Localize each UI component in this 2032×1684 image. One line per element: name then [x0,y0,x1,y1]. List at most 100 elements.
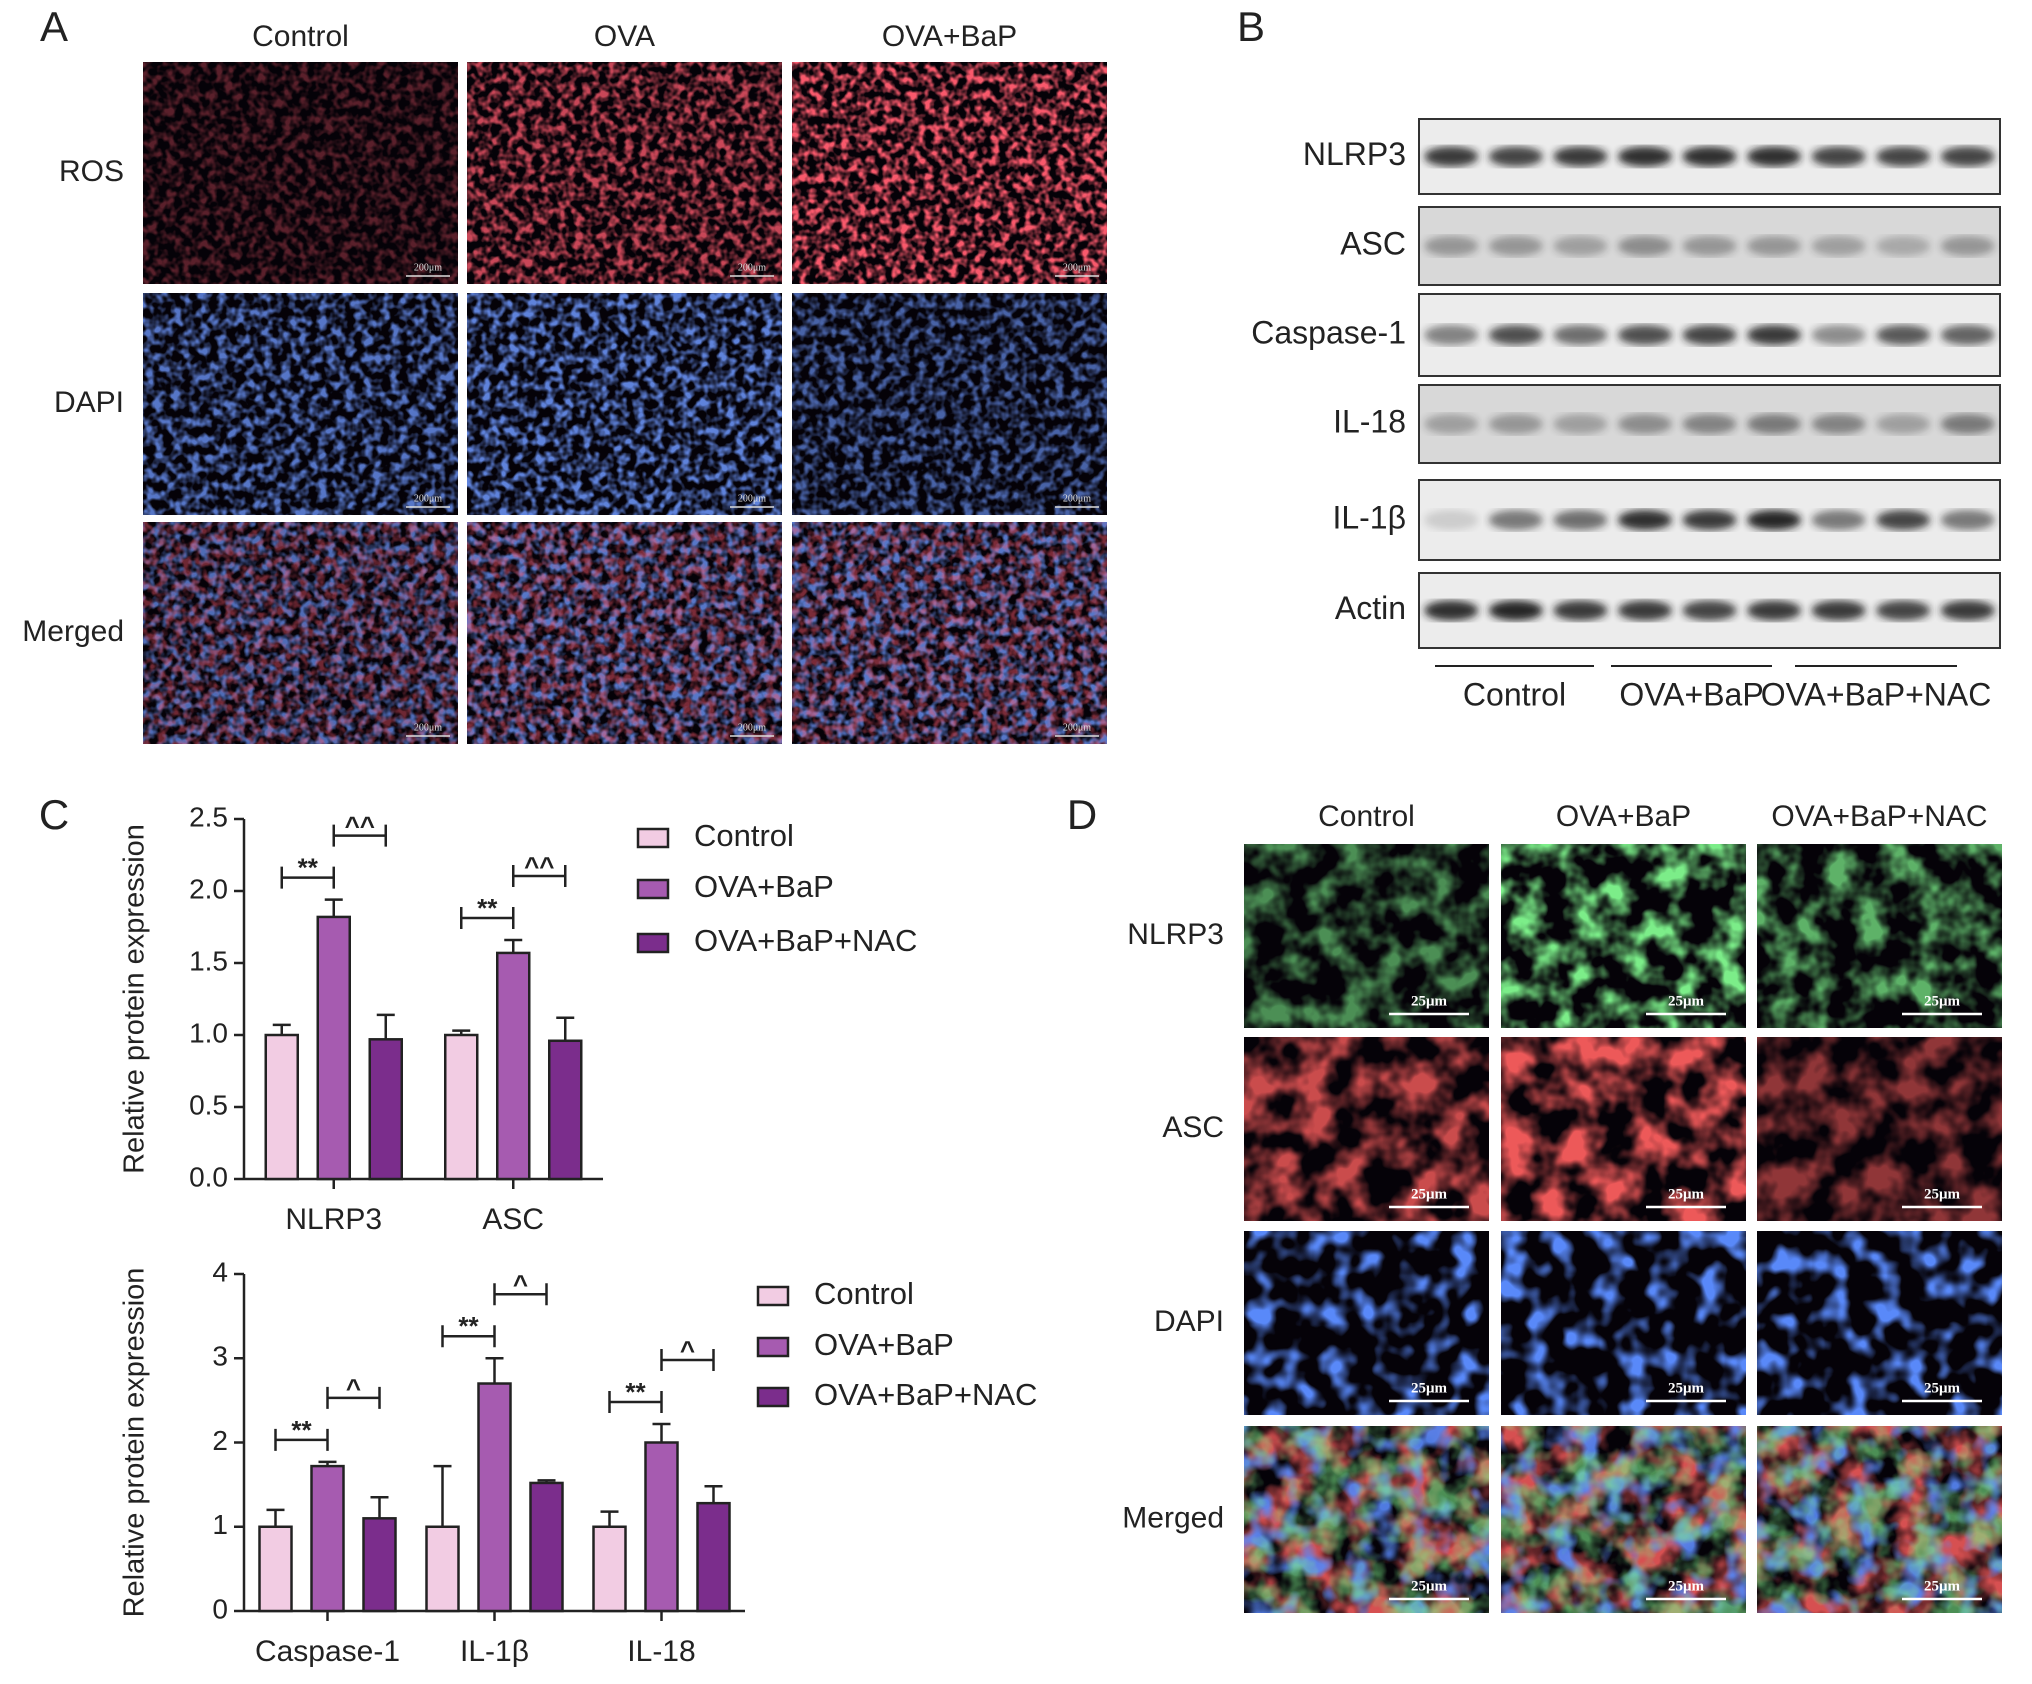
scale-bar-label: 25μm [1411,1186,1448,1202]
bar [362,1517,397,1613]
blot-band [1747,146,1802,167]
legend-swatch [636,827,670,849]
column-header: OVA [594,20,655,53]
y-tick-label: 1 [212,1509,228,1540]
significance-label: ^ [346,1373,361,1403]
blot-band [1553,236,1608,256]
error-bar [652,1422,671,1443]
blot-band [1617,325,1672,345]
scale-bar-label: 200μm [738,493,766,504]
x-tick-label: ASC [482,1203,544,1236]
y-tick-label: 1.5 [189,945,228,976]
micrograph-texture [1244,1037,1489,1221]
scale-bar-label: 200μm [414,262,442,273]
blot-band [1747,325,1802,345]
blot-band [1488,236,1543,256]
y-axis-label: Relative protein expression [119,824,151,1174]
blot-label: NLRP3 [1303,136,1406,172]
y-tick-label: 0 [212,1593,228,1624]
error-bar [324,898,343,917]
micrograph-texture [1757,1426,2002,1613]
row-label: DAPI [1154,1305,1224,1338]
blot-band [1488,325,1543,345]
panel-label: A [40,3,68,50]
x-tick-label: IL-1β [460,1635,529,1668]
blot-band [1424,510,1479,530]
significance-label: ^ [513,1269,528,1299]
blot-band [1747,510,1802,530]
blot-band [1424,600,1479,621]
row-label: ROS [59,155,124,188]
blot-label: Caspase-1 [1251,314,1406,350]
legend-label: OVA+BaP [814,1327,954,1362]
error-bar [452,1029,471,1035]
blot-band [1940,600,1995,621]
blot-band [1488,510,1543,530]
blot-label: IL-18 [1333,403,1406,439]
blot-band [1682,600,1737,621]
blot-band [1617,510,1672,530]
blot-band [1488,600,1543,621]
significance-bracket [608,1390,663,1413]
blot-band [1424,236,1479,256]
blot-band [1617,236,1672,256]
significance-bracket [280,866,335,889]
error-bar [433,1464,452,1527]
bar [644,1441,679,1613]
scale-bar-label: 25μm [1924,1380,1961,1396]
blot-band [1811,146,1866,167]
significance-label: ^ [680,1335,695,1365]
blot-band [1747,600,1802,621]
blot-band [1811,600,1866,621]
column-header: Control [1318,800,1415,833]
legend-label: OVA+BaP+NAC [694,923,917,958]
legend-swatch [756,1386,790,1408]
row-label: Merged [22,615,124,648]
bar [477,1382,512,1613]
blot-band [1617,414,1672,434]
column-header: Control [252,20,349,53]
row-label: ASC [1162,1111,1224,1144]
blot-band [1876,600,1931,621]
scale-bar-label: 200μm [1063,722,1091,733]
significance-label: ** [298,853,319,883]
y-tick-label: 2.0 [189,873,228,904]
micrograph-texture [467,293,782,515]
group-label: OVA+BaP [1619,676,1763,712]
blot-band [1488,414,1543,434]
blot-band [1940,325,1995,345]
blot-band [1940,414,1995,434]
scale-bar-label: 200μm [738,262,766,273]
blot-band [1811,510,1866,530]
significance-label: ^^ [345,811,375,841]
bar [310,1464,345,1613]
blot-band [1940,510,1995,530]
bar [316,915,351,1181]
scale-bar-label: 25μm [1668,1578,1705,1594]
column-header: OVA+BaP [882,20,1017,53]
y-tick-label: 1.0 [189,1017,228,1048]
blot-band [1876,146,1931,167]
scale-bar-label: 25μm [1411,993,1448,1009]
blot-label: IL-1β [1332,499,1406,535]
micrograph-texture [792,62,1107,284]
significance-label: ^^ [524,851,554,881]
panel-label: B [1237,3,1265,50]
blot-band [1488,146,1543,167]
row-label: Merged [1122,1501,1224,1534]
bar [368,1038,403,1181]
error-bar [370,1496,389,1519]
legend-label: Control [814,1276,914,1311]
error-bar [600,1510,619,1527]
blot-band [1682,325,1737,345]
scale-bar-label: 25μm [1411,1380,1448,1396]
blot-band [1553,146,1608,167]
y-tick-label: 3 [212,1341,228,1372]
legend-label: OVA+BaP+NAC [814,1377,1037,1412]
significance-bracket [332,824,387,847]
blot-band [1553,600,1608,621]
micrograph-texture [143,62,458,284]
significance-bracket [441,1325,496,1348]
scale-bar-label: 25μm [1924,1578,1961,1594]
error-bar [556,1016,575,1041]
